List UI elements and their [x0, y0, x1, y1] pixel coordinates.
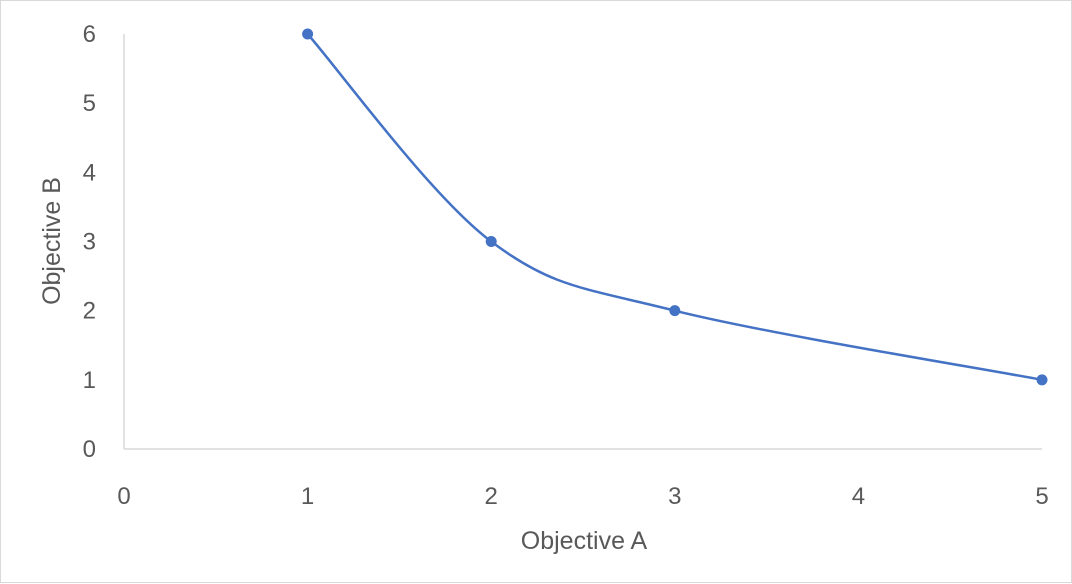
- series-layer: [302, 28, 1048, 386]
- series-line: [306, 32, 1044, 382]
- y-tick-label: 5: [83, 90, 96, 117]
- x-tick-label: 0: [117, 483, 130, 510]
- axes: [123, 34, 1042, 450]
- x-axis-title: Objective A: [521, 527, 648, 555]
- y-tick-label: 4: [83, 159, 96, 186]
- tick-labels: 0 1 2 3 4 5 0 1 2 3 4 5 6: [83, 21, 1049, 510]
- y-tick-label: 3: [83, 229, 96, 256]
- y-axis-title: Objective B: [38, 177, 66, 305]
- x-tick-label: 2: [485, 483, 498, 510]
- y-tick-label: 0: [83, 436, 96, 463]
- data-point: [485, 236, 497, 247]
- data-point: [669, 305, 681, 317]
- y-tick-label: 1: [83, 367, 96, 394]
- data-point: [1036, 374, 1048, 386]
- data-point: [302, 28, 314, 40]
- x-tick-label: 5: [1035, 483, 1048, 510]
- x-tick-label: 4: [852, 483, 865, 510]
- y-tick-label: 2: [83, 298, 96, 325]
- x-tick-label: 1: [301, 483, 314, 510]
- x-tick-label: 3: [668, 483, 681, 510]
- y-tick-label: 6: [83, 21, 96, 48]
